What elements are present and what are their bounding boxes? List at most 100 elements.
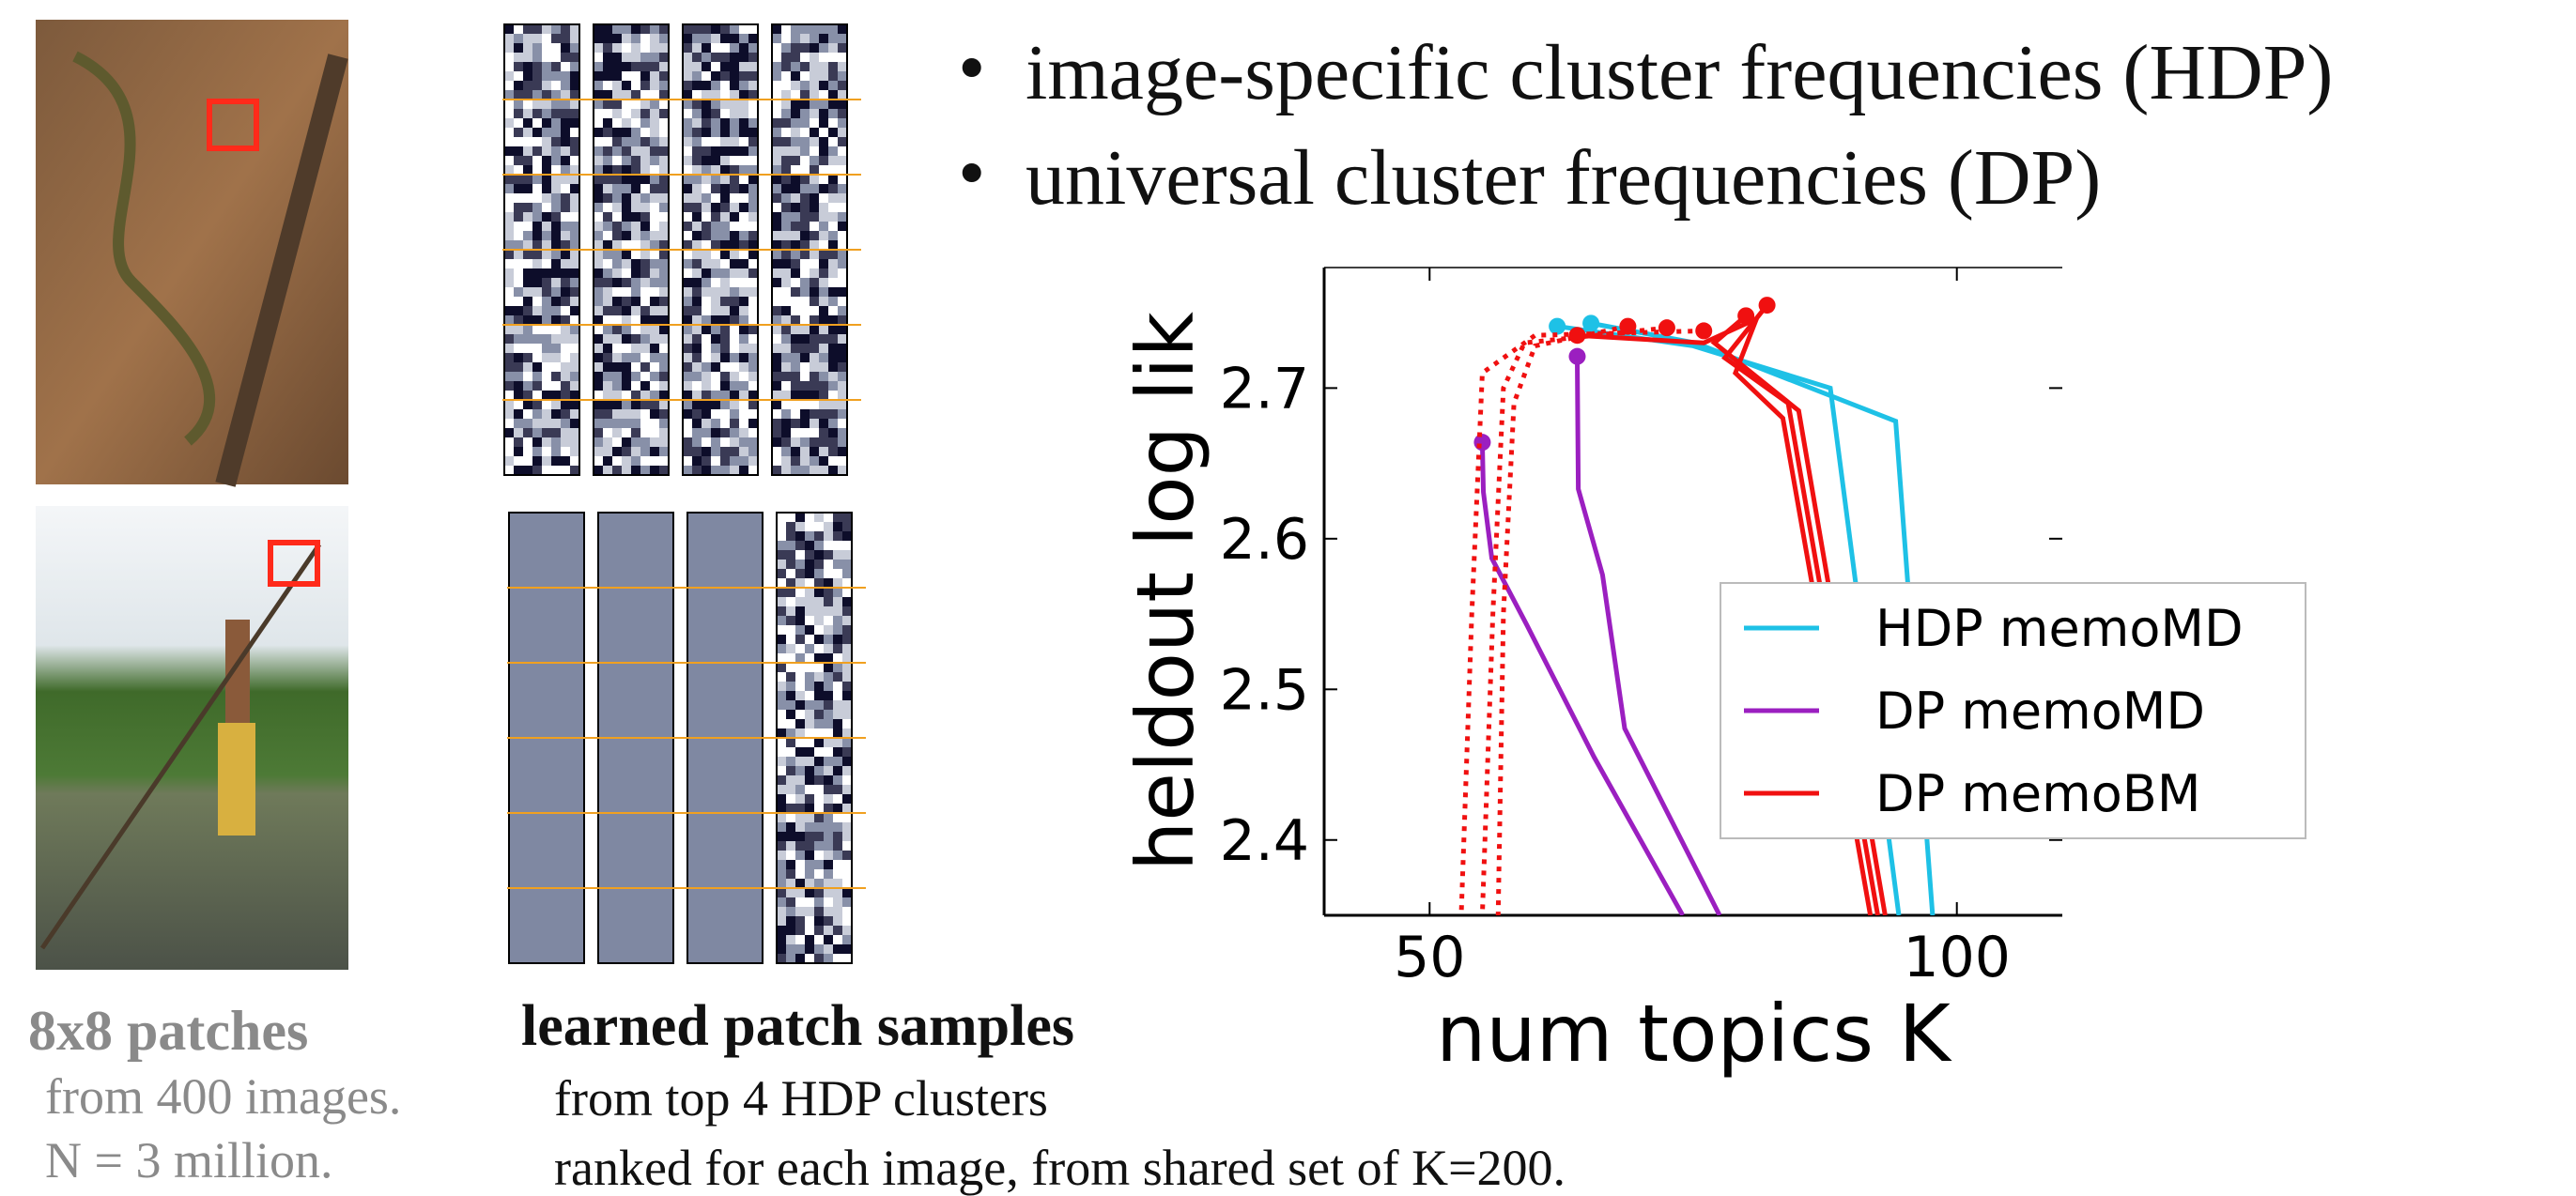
patch-pixel [828,409,838,419]
patch-pixel [795,757,805,766]
patch-pixel [640,315,650,325]
patch-pixel [640,71,650,81]
patch-pixel [551,409,561,419]
patch-pixel [824,926,833,935]
bullet: image-specific cluster frequencies (HDP) [1026,29,2333,116]
patch-pixel [800,391,810,400]
patch-pixel [612,62,622,71]
patch-pixel [594,391,603,400]
patch-pixel [824,916,833,926]
patch-pixel [720,362,730,372]
patch-pixel [603,62,612,71]
patch-pixel [542,306,551,315]
patch-pixel [833,944,842,954]
patch-pixel [640,240,650,250]
patch-pixel [795,588,805,597]
patch-pixel [650,62,659,71]
patch-pixel [795,822,805,832]
patch-pixel [819,24,828,34]
patch-pixel [800,212,810,222]
patch-pixel [833,710,842,719]
patch-pixel [824,578,833,588]
patch-pixel [805,935,814,944]
patch-pixel [561,231,570,240]
patch-pixel [622,43,631,53]
patch-pixel [781,222,791,231]
patch-pixel [702,146,711,156]
patch-pixel [781,353,791,362]
patch-pixel [622,193,631,203]
patch-pixel [786,672,795,682]
patch-pixel [570,334,579,344]
patch-pixel [622,128,631,137]
caption-line: from 400 images. [45,1068,401,1125]
patch-pixel [659,306,669,315]
patch-pixel [570,222,579,231]
patch-pixel [523,278,532,287]
patch-pixel [819,53,828,62]
patch-pixel [532,62,542,71]
patch-pixel [772,222,781,231]
patch-pixel [561,466,570,475]
patch-pixel [819,268,828,278]
patch-pixel [532,297,542,306]
patch-pixel [781,109,791,118]
patch-pixel [786,794,795,804]
patch-pixel [612,43,622,53]
patch-pixel [795,926,805,935]
patch-pixel [631,90,640,100]
patch-pixel [791,203,800,212]
patch-pixel [781,437,791,447]
patch-pixel [819,222,828,231]
patch-pixel [838,53,847,62]
patch-pixel [828,325,838,334]
patch-pixel [777,513,786,522]
patch-pixel [730,90,739,100]
patch-pixel [612,381,622,391]
patch-pixel [777,907,786,916]
patch-pixel [748,193,758,203]
patch-pixel [810,466,819,475]
patch-pixel [594,90,603,100]
patch-pixel [786,897,795,907]
patch-pixel [683,175,692,184]
patch-pixel [514,344,523,353]
patch-pixel [795,869,805,879]
patch-pixel [805,644,814,653]
patch-pixel [603,222,612,231]
patch-pixel [748,325,758,334]
patch-pixel [622,109,631,118]
patch-pixel [795,569,805,578]
patch-pixel [561,278,570,287]
patch-pixel [791,43,800,53]
patch-pixel [730,466,739,475]
patch-pixel [612,118,622,128]
patch-pixel [730,268,739,278]
patch-pixel [542,193,551,203]
patch-pixel [650,137,659,146]
patch-pixel [612,287,622,297]
patch-pixel [842,597,852,606]
patch-pixel [514,71,523,81]
patch-pixel [683,81,692,90]
patch-pixel [833,635,842,644]
patch-pixel [786,888,795,897]
patch-pixel [523,259,532,268]
patch-pixel [702,400,711,409]
patch-pixel [561,344,570,353]
patch-pixel [739,203,748,212]
patch-pixel [570,53,579,62]
patch-pixel [795,935,805,944]
patch-pixel [612,137,622,146]
patch-pixel [720,466,730,475]
patch-pixel [730,203,739,212]
patch-pixel [570,109,579,118]
patch-pixel [551,24,561,34]
patch-pixel [739,222,748,231]
patch-pixel [542,466,551,475]
patch-pixel [833,775,842,785]
patch-pixel [523,353,532,362]
patch-pixel [551,184,561,193]
patch-pixel [532,184,542,193]
patch-pixel [561,184,570,193]
